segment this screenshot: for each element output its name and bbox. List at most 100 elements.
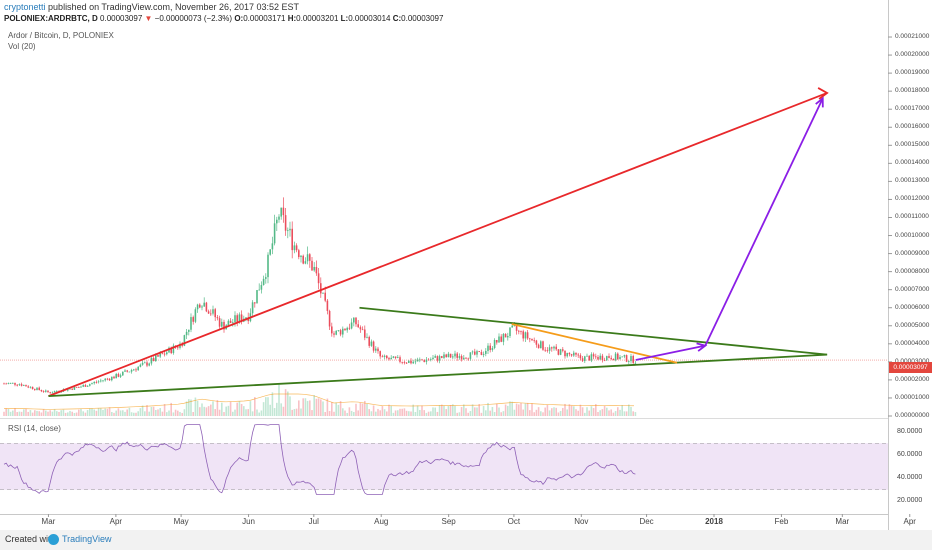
- volume-bar: [419, 409, 421, 416]
- candle-body: [86, 385, 89, 387]
- high-value: 0.00003201: [296, 14, 339, 23]
- volume-bar: [458, 412, 461, 416]
- y-tick-label: 0.00012000: [895, 195, 930, 203]
- volume-bar: [34, 410, 36, 416]
- candle-body: [291, 228, 293, 251]
- volume-bar: [267, 397, 269, 416]
- candle-body: [320, 283, 322, 294]
- tradingview-link[interactable]: TradingView: [62, 534, 112, 544]
- x-tick-label: May: [173, 517, 189, 526]
- candle-body: [606, 356, 608, 361]
- candle-body: [577, 354, 579, 356]
- volume-bar: [14, 408, 16, 416]
- volume-bar: [42, 409, 45, 416]
- volume-bar: [559, 410, 562, 416]
- candle-body: [390, 357, 392, 360]
- rsi-band: [0, 443, 888, 490]
- candle-body: [119, 375, 122, 377]
- volume-bar: [36, 410, 38, 416]
- volume-bar: [507, 405, 509, 416]
- price-axis-border: [888, 0, 889, 530]
- candle-body: [183, 335, 186, 346]
- volume-bar: [49, 410, 51, 416]
- volume-bar: [117, 408, 120, 416]
- candle-body: [238, 314, 241, 322]
- candle-body: [80, 386, 82, 388]
- volume-bar: [113, 412, 115, 416]
- volume-bar: [287, 391, 289, 416]
- candle-body: [306, 254, 309, 262]
- candle-body: [412, 361, 414, 364]
- volume-bar: [555, 407, 557, 416]
- candle-body: [480, 351, 483, 355]
- volume-bar: [97, 408, 100, 416]
- volume-bar: [548, 410, 551, 416]
- candle-body: [232, 322, 234, 324]
- candle-body: [122, 371, 124, 376]
- volume-bar: [430, 411, 432, 416]
- change-value: −0.00000073 (−2.3%): [154, 14, 233, 23]
- publish-info: cryptonetti published on TradingView.com…: [4, 2, 299, 12]
- volume-bar: [348, 407, 351, 416]
- candle-body: [271, 243, 274, 250]
- volume-bar: [476, 407, 478, 416]
- candle-body: [194, 309, 197, 322]
- candle-body: [298, 250, 300, 258]
- volume-bar: [25, 408, 27, 416]
- y-tick-label: 0.00002000: [895, 375, 930, 383]
- candle-body: [399, 357, 401, 362]
- rsi-tick-label: 40.0000: [897, 474, 923, 482]
- volume-bar: [546, 404, 549, 416]
- candle-body: [482, 353, 485, 355]
- volume-bar: [405, 410, 408, 416]
- volume-bar: [172, 412, 175, 416]
- candle-body: [18, 384, 21, 386]
- last-value: 0.00003097: [100, 14, 143, 23]
- volume-bar: [632, 411, 634, 416]
- volume-bar: [150, 406, 153, 416]
- candle-body: [75, 386, 78, 388]
- candle-body: [474, 351, 476, 355]
- candle-body: [188, 329, 190, 332]
- candle-body: [630, 356, 632, 362]
- volume-bar: [159, 408, 161, 416]
- volume-bar: [617, 407, 619, 416]
- volume-bar: [265, 397, 267, 416]
- author-link[interactable]: cryptonetti: [4, 2, 46, 12]
- y-tick-label: 0.00013000: [895, 177, 930, 185]
- volume-bar: [243, 406, 245, 416]
- candle-body: [476, 351, 478, 355]
- candle-body: [273, 223, 276, 244]
- candle-body: [392, 356, 395, 358]
- candle-body: [540, 341, 542, 349]
- candle-body: [471, 351, 474, 353]
- volume-bar: [27, 411, 29, 416]
- candle-body: [370, 341, 373, 346]
- volume-bar: [240, 404, 243, 416]
- volume-bar: [207, 406, 210, 416]
- volume-bar: [416, 405, 419, 416]
- candle-body: [170, 347, 172, 354]
- candle-body: [489, 345, 491, 350]
- volume-bar: [383, 409, 386, 416]
- candle-body: [342, 328, 344, 335]
- y-tick-label: 0.00004000: [895, 339, 930, 347]
- volume-bar: [62, 409, 65, 416]
- candle-body: [27, 386, 29, 388]
- volume-bar: [273, 408, 276, 416]
- candle-body: [542, 341, 544, 350]
- x-tick-label: Dec: [639, 517, 654, 526]
- volume-bar: [529, 410, 531, 416]
- candle-body: [31, 386, 34, 390]
- volume-bar: [399, 408, 401, 416]
- candle-body: [504, 333, 507, 338]
- candle-body: [533, 340, 535, 342]
- axes: [0, 0, 911, 530]
- volume-bar: [106, 408, 109, 416]
- candle-body: [425, 359, 428, 362]
- volume-bar: [454, 405, 456, 416]
- candle-body: [405, 362, 408, 364]
- volume-bar: [300, 408, 302, 416]
- volume-bar: [355, 403, 357, 416]
